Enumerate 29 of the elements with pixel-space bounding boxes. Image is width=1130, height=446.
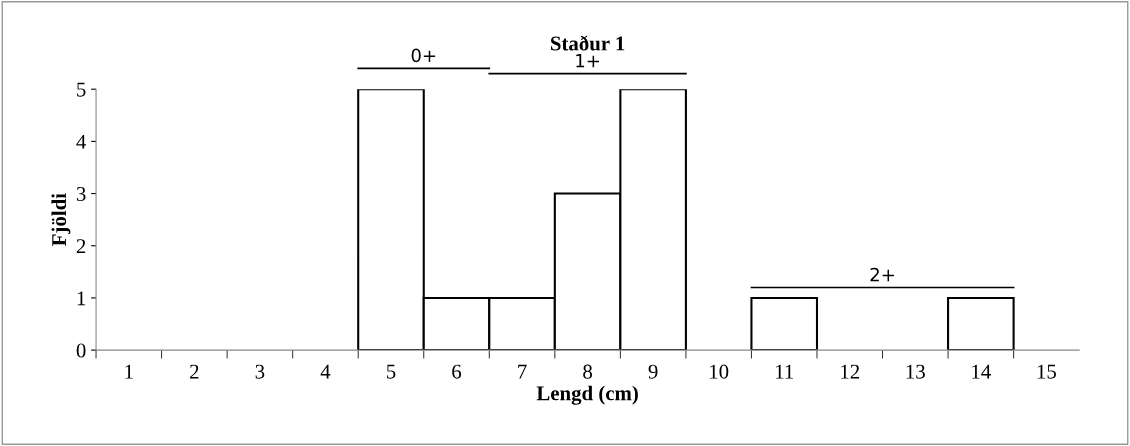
y-tick-label: 0 [76,343,86,358]
x-tick-label: 14 [972,364,991,379]
y-axis-title: Fjöldi [51,193,71,246]
annotation: 2+ [870,267,894,282]
x-tick-label: 7 [518,364,527,379]
text: 1+ [576,54,599,68]
x-tick-label: 15 [1037,364,1056,379]
x-tick-label: 2 [190,364,199,379]
x-tick-label: 9 [648,364,658,379]
x-tick-label: 13 [906,364,925,379]
x-tick-label: 1 [125,364,133,379]
y-tick-label: 4 [76,134,86,149]
x-tick-label: 10 [710,364,729,379]
x-tick-label: 11 [776,364,793,379]
y-tick-label: 1 [77,291,86,306]
x-tick-label: 4 [320,364,331,379]
x-axis-title: Lengd (cm) [536,385,638,405]
chart-title: Staður 1 [550,35,625,51]
bar [750,296,819,351]
x-tick-label: 8 [583,364,593,379]
bar [947,296,1015,351]
x-tick-label: 6 [452,364,462,379]
y-tick-label: 2 [76,239,86,253]
text: 0+ [411,48,436,63]
x-tick-label: 3 [255,364,265,379]
x-tick-label: 12 [841,364,860,379]
x-tick-label: 5 [386,364,396,379]
y-tick-label: 3 [76,187,86,201]
y-tick-label: 5 [77,82,86,97]
